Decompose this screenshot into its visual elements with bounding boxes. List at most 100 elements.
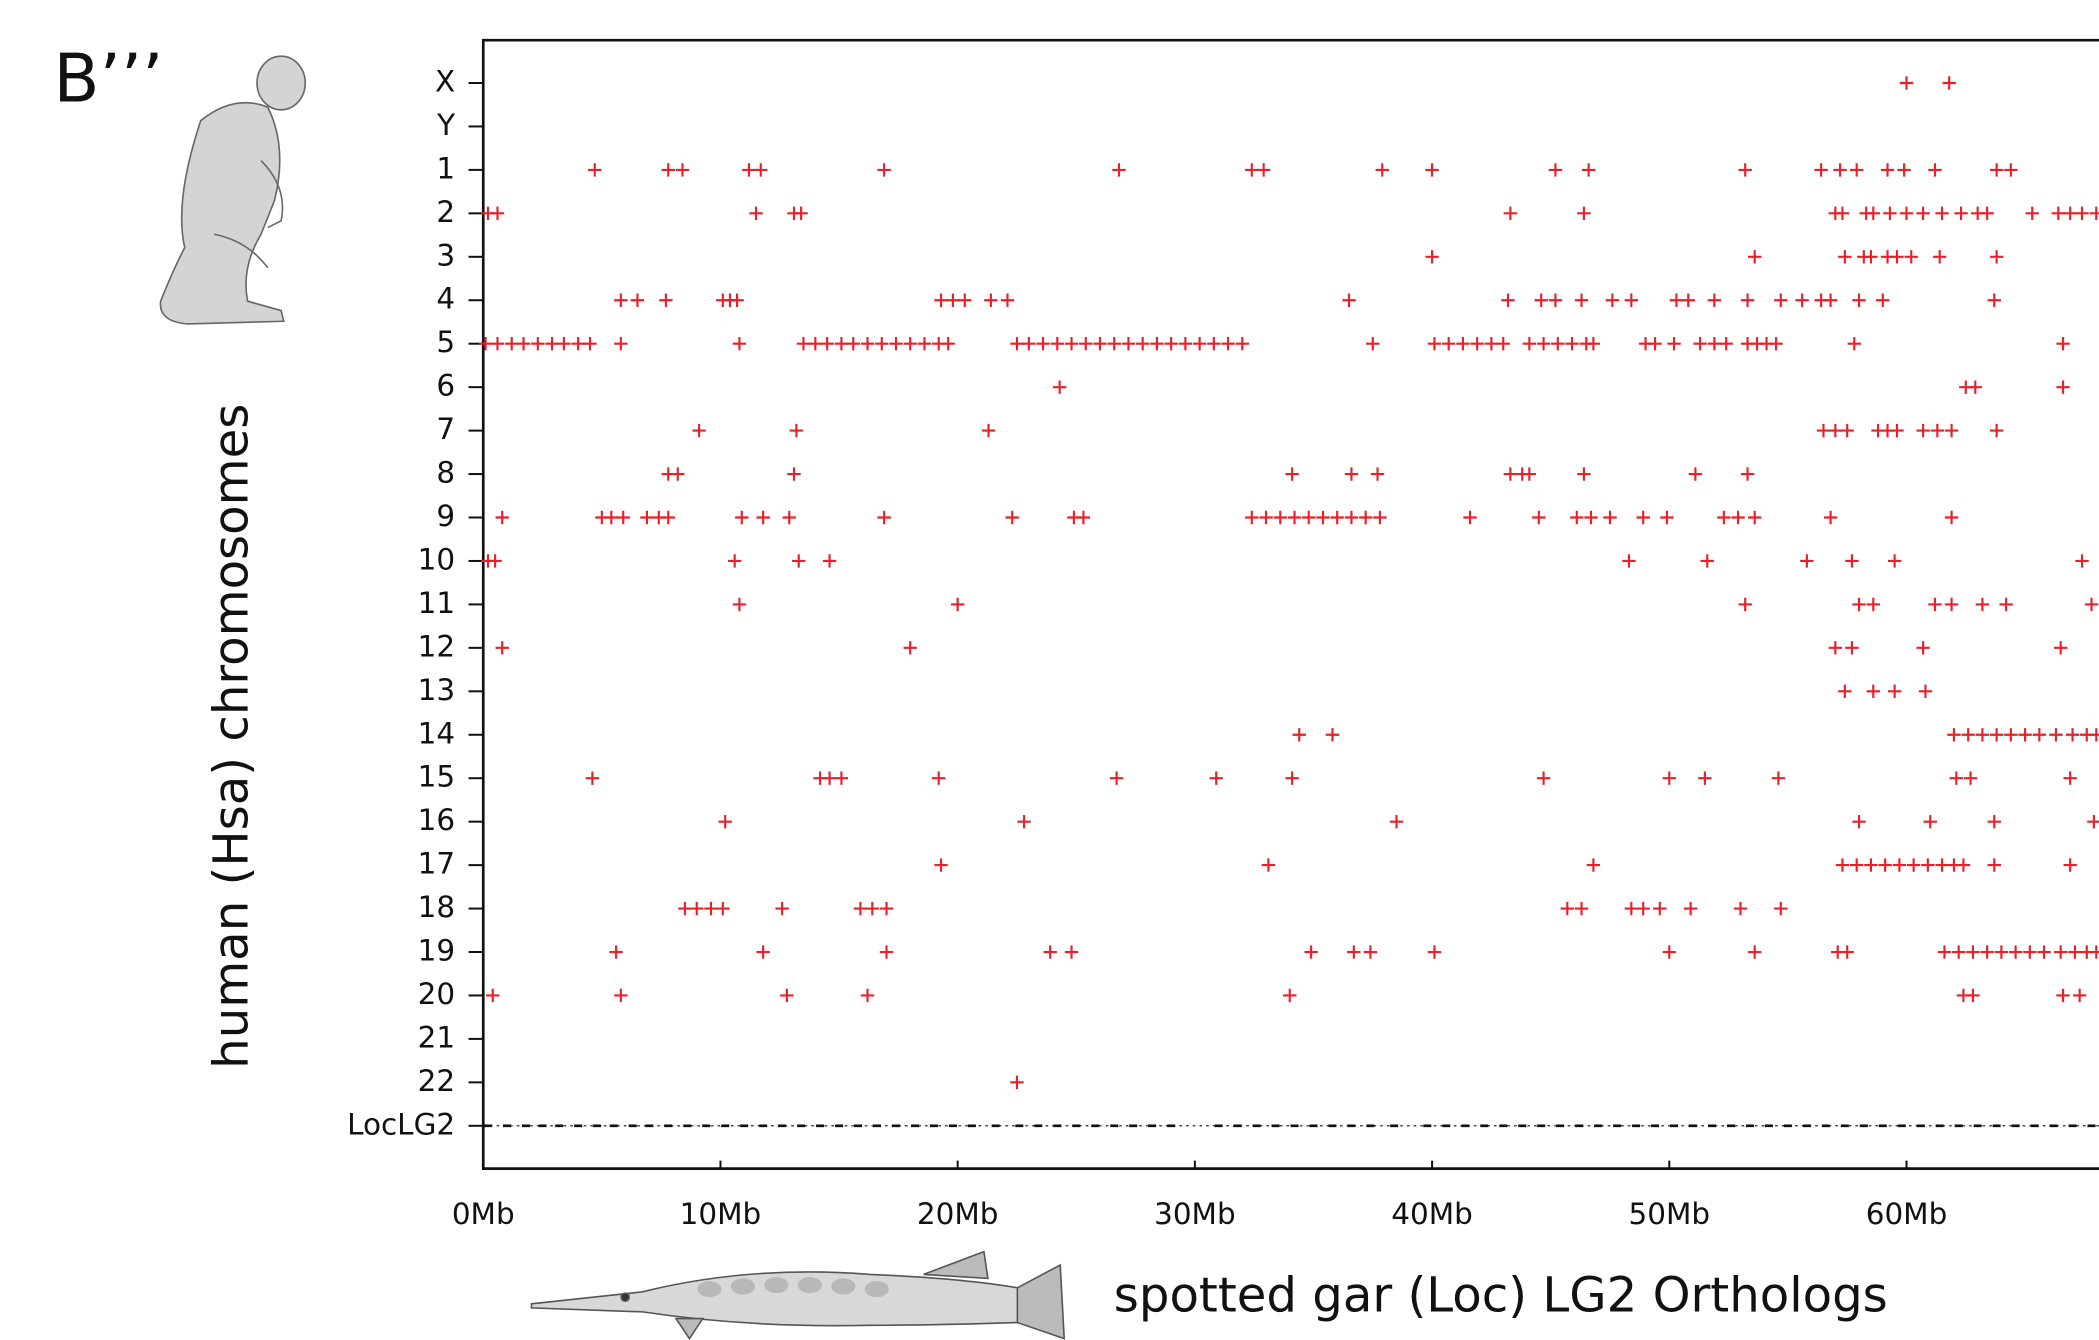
- ortholog-point: [1849, 858, 1864, 872]
- ortholog-point: [1878, 858, 1892, 872]
- ortholog-point: [730, 293, 744, 307]
- ortholog-point: [2072, 988, 2087, 1003]
- ortholog-point: [1532, 510, 1546, 525]
- ortholog-point: [1389, 814, 1404, 829]
- ortholog-point: [1866, 597, 1880, 612]
- ortholog-point: [1937, 945, 1952, 959]
- ortholog-point: [1017, 814, 1031, 829]
- ortholog-point: [754, 163, 768, 177]
- ortholog-point: [1010, 337, 1024, 351]
- ortholog-point: [1261, 858, 1276, 872]
- ortholog-point: [2008, 945, 2023, 959]
- ortholog-point: [1887, 554, 1902, 568]
- ortholog-point: [1769, 337, 1783, 351]
- ortholog-point: [1603, 510, 1617, 525]
- ortholog-point: [716, 901, 730, 916]
- ortholog-point: [2089, 945, 2099, 959]
- ortholog-point: [614, 293, 628, 307]
- ortholog-point: [1774, 901, 1788, 916]
- y-tick-label: 5: [436, 325, 455, 359]
- ortholog-point: [796, 337, 811, 351]
- ortholog-point: [1942, 76, 1956, 90]
- ortholog-point: [659, 293, 673, 307]
- ortholog-point: [604, 510, 619, 525]
- ortholog-point: [1683, 901, 1698, 916]
- ortholog-point: [2053, 641, 2068, 655]
- ortholog-point: [1916, 423, 1930, 438]
- ortholog-point: [1707, 293, 1722, 307]
- ortholog-point: [1107, 337, 1121, 351]
- ortholog-point: [2065, 728, 2080, 742]
- ortholog-point: [981, 423, 996, 438]
- ortholog-point: [2018, 728, 2032, 742]
- ortholog-point: [1093, 337, 1107, 351]
- ortholog-point: [1916, 206, 1930, 221]
- y-tick-label: 2: [436, 195, 455, 229]
- ortholog-point: [1192, 337, 1207, 351]
- ortholog-point: [1923, 814, 1937, 829]
- ortholog-point: [614, 337, 628, 351]
- y-tick-label: 1: [436, 151, 455, 185]
- ortholog-point: [1522, 467, 1537, 481]
- y-tick-label: 17: [418, 847, 455, 881]
- ortholog-point: [1956, 858, 1971, 872]
- ortholog-point: [1852, 814, 1866, 829]
- ortholog-point: [1581, 163, 1596, 177]
- ortholog-point: [495, 510, 509, 525]
- ortholog-point: [1698, 771, 1712, 785]
- ortholog-point: [958, 293, 972, 307]
- x-tick-label: 0Mb: [452, 1197, 515, 1231]
- ortholog-point: [1586, 858, 1601, 872]
- ortholog-point: [1947, 728, 1961, 742]
- ortholog-point: [1577, 467, 1591, 481]
- ortholog-point: [1135, 337, 1150, 351]
- y-axis-label: human (Hsa) chromosomes: [203, 404, 259, 1069]
- ortholog-point: [1358, 510, 1373, 525]
- ortholog-point: [1273, 510, 1287, 525]
- ortholog-point: [1890, 250, 1904, 264]
- ortholog-point: [1570, 510, 1584, 525]
- ortholog-point: [727, 554, 742, 568]
- ortholog-point: [1577, 206, 1591, 221]
- ortholog-point: [1852, 293, 1866, 307]
- ortholog-point: [1425, 250, 1439, 264]
- ortholog-point: [756, 510, 770, 525]
- ortholog-point: [1287, 510, 1302, 525]
- ortholog-point: [1470, 337, 1484, 351]
- ortholog-point: [2056, 988, 2070, 1003]
- ortholog-point: [1653, 901, 1667, 916]
- ortholog-point: [1989, 423, 2004, 438]
- ortholog-point: [846, 337, 860, 351]
- ortholog-point: [903, 641, 917, 655]
- ortholog-point: [1548, 293, 1563, 307]
- ortholog-point: [1747, 945, 1762, 959]
- ortholog-point: [2075, 206, 2089, 221]
- ortholog-point: [1771, 771, 1786, 785]
- ortholog-point: [775, 901, 789, 916]
- ortholog-point: [1999, 597, 2013, 612]
- ortholog-point: [1484, 337, 1499, 351]
- ortholog-point: [1622, 554, 1636, 568]
- ortholog-point: [889, 337, 903, 351]
- ortholog-point: [1774, 293, 1788, 307]
- ortholog-point: [2068, 945, 2082, 959]
- ortholog-point: [1256, 163, 1271, 177]
- ortholog-point: [1503, 206, 1518, 221]
- ortholog-point: [1899, 206, 1914, 221]
- ortholog-point: [1325, 728, 1340, 742]
- y-tick-label: 15: [418, 760, 455, 794]
- ortholog-point: [1693, 337, 1707, 351]
- ortholog-point: [879, 945, 894, 959]
- ortholog-point: [1899, 76, 1914, 90]
- ortholog-point: [1551, 337, 1565, 351]
- ortholog-point: [583, 337, 597, 351]
- ortholog-point: [690, 901, 704, 916]
- ortholog-point: [1738, 163, 1752, 177]
- ortholog-point: [941, 337, 955, 351]
- ortholog-point: [1441, 337, 1456, 351]
- ortholog-point: [1887, 684, 1902, 699]
- x-axis-label: spotted gar (Loc) LG2 Orthologs: [1114, 1267, 1888, 1323]
- ortholog-point: [1624, 901, 1639, 916]
- ortholog-point: [1930, 423, 1945, 438]
- ortholog-point: [1845, 641, 1859, 655]
